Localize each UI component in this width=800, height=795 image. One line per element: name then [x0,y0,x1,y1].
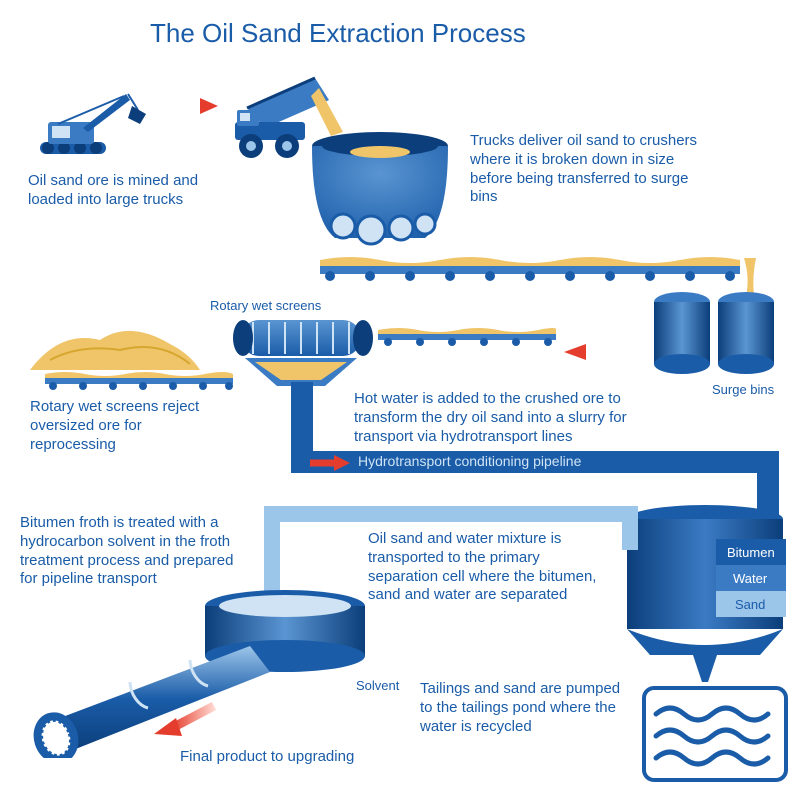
layer-water: Water [733,571,767,586]
final-caption: Final product to upgrading [180,748,400,767]
froth-caption: Bitumen froth is treated with a hydrocar… [20,514,250,589]
pipeline-label: Hydrotransport conditioning pipeline [358,453,581,469]
flow-arrow [160,96,220,116]
tailings-caption: Tailings and sand are pumped to the tail… [420,680,630,736]
conveyor-reject [45,370,235,392]
tailings-pond-icon [640,684,790,784]
surge-bins-icon [650,290,790,380]
reject-caption: Rotary wet screens reject oversized ore … [30,398,220,454]
crusher-bin-icon [305,130,455,260]
layer-sand: Sand [735,597,765,612]
page-title: The Oil Sand Extraction Process [150,18,526,49]
mining-caption: Oil sand ore is mined and loaded into la… [28,172,233,210]
layer-bitumen: Bitumen [727,545,775,560]
crusher-caption: Trucks deliver oil sand to crushers wher… [470,132,720,207]
conveyor-1 [320,254,750,284]
excavator-icon [28,80,148,165]
rotary-screen-icon [225,312,385,392]
flow-arrow [150,700,220,740]
tailings-funnel [690,646,720,686]
flow-arrow [560,342,640,362]
rotary-label: Rotary wet screens [210,298,321,313]
conveyor-feed [378,326,558,348]
flow-arrow [310,454,350,472]
solvent-label: Solvent [356,678,399,693]
